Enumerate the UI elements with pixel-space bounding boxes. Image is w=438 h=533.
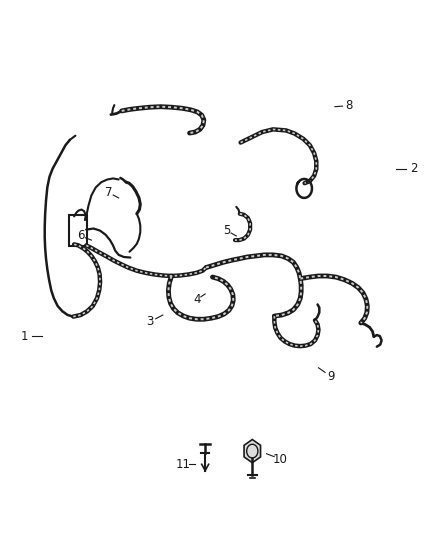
Text: 5: 5 (223, 224, 230, 237)
Text: 8: 8 (345, 99, 353, 112)
Polygon shape (244, 440, 261, 463)
Text: 9: 9 (327, 370, 334, 383)
Text: 7: 7 (105, 186, 113, 199)
Text: 3: 3 (146, 316, 153, 328)
Text: 11: 11 (176, 458, 191, 471)
Text: 6: 6 (77, 229, 85, 243)
Text: 10: 10 (273, 453, 288, 465)
Text: 4: 4 (194, 293, 201, 306)
Text: 2: 2 (410, 163, 417, 175)
Text: 1: 1 (21, 329, 28, 343)
